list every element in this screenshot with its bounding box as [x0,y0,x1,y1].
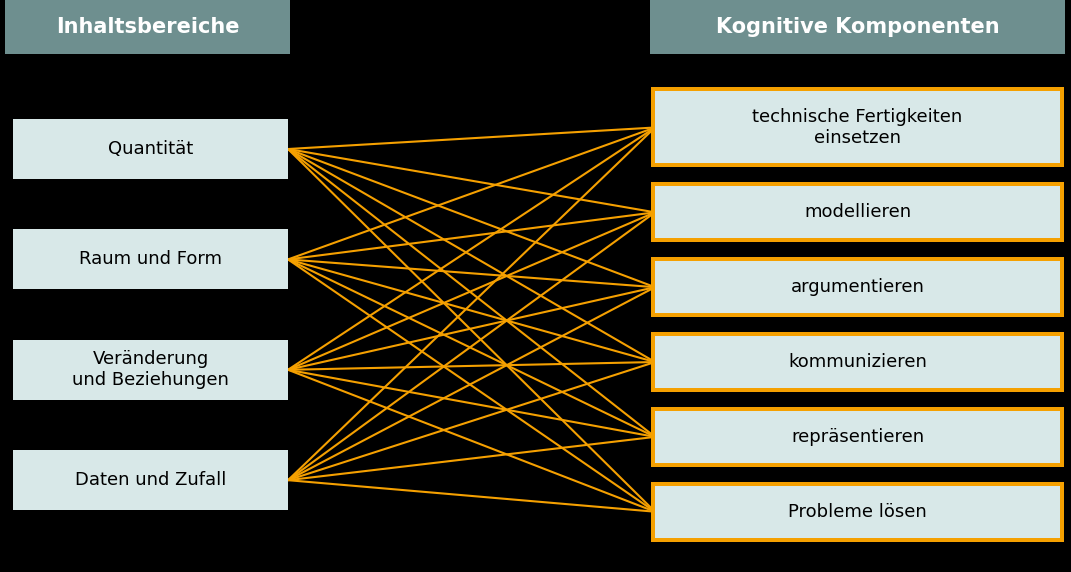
FancyBboxPatch shape [13,229,288,289]
FancyBboxPatch shape [651,257,1064,317]
Text: repräsentieren: repräsentieren [791,428,924,446]
Text: modellieren: modellieren [804,203,911,221]
FancyBboxPatch shape [655,92,1060,164]
FancyBboxPatch shape [655,186,1060,239]
FancyBboxPatch shape [13,450,288,510]
FancyBboxPatch shape [651,332,1064,392]
Text: argumentieren: argumentieren [790,278,924,296]
FancyBboxPatch shape [650,0,1065,54]
FancyBboxPatch shape [651,88,1064,168]
FancyBboxPatch shape [655,261,1060,313]
Text: Daten und Zufall: Daten und Zufall [75,471,226,489]
Text: Kognitive Komponenten: Kognitive Komponenten [715,17,999,37]
Text: Raum und Form: Raum und Form [79,251,222,268]
Text: Inhaltsbereiche: Inhaltsbereiche [56,17,239,37]
FancyBboxPatch shape [651,482,1064,542]
Text: technische Fertigkeiten
einsetzen: technische Fertigkeiten einsetzen [752,108,963,147]
FancyBboxPatch shape [655,336,1060,388]
FancyBboxPatch shape [651,182,1064,243]
FancyBboxPatch shape [13,119,288,179]
Text: Veränderung
und Beziehungen: Veränderung und Beziehungen [72,351,229,389]
FancyBboxPatch shape [655,411,1060,463]
FancyBboxPatch shape [13,340,288,400]
FancyBboxPatch shape [655,486,1060,538]
Text: kommunizieren: kommunizieren [788,353,926,371]
Text: Probleme lösen: Probleme lösen [788,503,926,521]
FancyBboxPatch shape [5,0,290,54]
FancyBboxPatch shape [651,407,1064,467]
Text: Quantität: Quantität [108,140,193,158]
